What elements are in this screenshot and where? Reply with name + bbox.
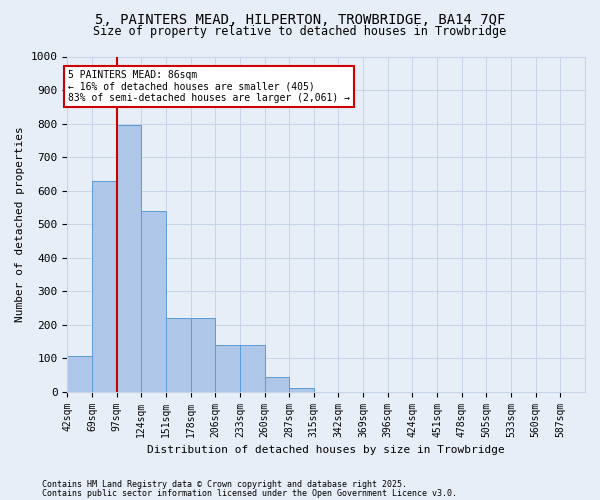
Bar — [166, 318, 191, 392]
Bar — [215, 346, 240, 392]
Bar — [240, 346, 265, 392]
Bar — [116, 125, 141, 392]
Text: Contains public sector information licensed under the Open Government Licence v3: Contains public sector information licen… — [42, 489, 457, 498]
Y-axis label: Number of detached properties: Number of detached properties — [15, 126, 25, 322]
Bar — [289, 388, 314, 392]
X-axis label: Distribution of detached houses by size in Trowbridge: Distribution of detached houses by size … — [147, 445, 505, 455]
Text: 5 PAINTERS MEAD: 86sqm
← 16% of detached houses are smaller (405)
83% of semi-de: 5 PAINTERS MEAD: 86sqm ← 16% of detached… — [68, 70, 350, 103]
Bar — [92, 180, 116, 392]
Bar — [191, 318, 215, 392]
Bar — [67, 356, 92, 392]
Text: 5, PAINTERS MEAD, HILPERTON, TROWBRIDGE, BA14 7QF: 5, PAINTERS MEAD, HILPERTON, TROWBRIDGE,… — [95, 12, 505, 26]
Text: Contains HM Land Registry data © Crown copyright and database right 2025.: Contains HM Land Registry data © Crown c… — [42, 480, 407, 489]
Bar — [265, 376, 289, 392]
Text: Size of property relative to detached houses in Trowbridge: Size of property relative to detached ho… — [94, 25, 506, 38]
Bar — [141, 210, 166, 392]
